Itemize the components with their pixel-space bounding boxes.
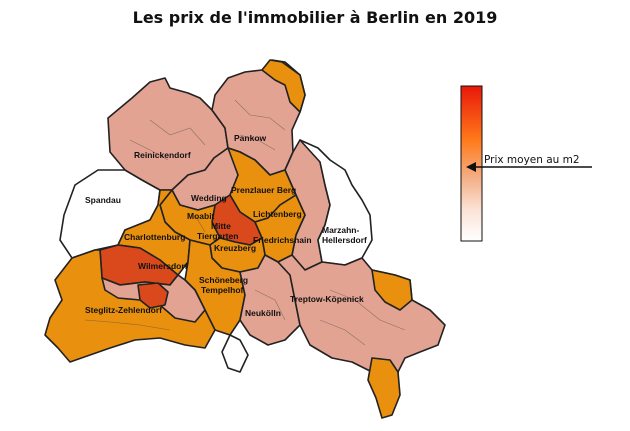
- legend-label: Prix moyen au m2: [484, 154, 580, 166]
- label-spandau: Spandau: [85, 195, 121, 205]
- label-marzahn: Marzahn- Hellersdorf: [322, 225, 367, 245]
- label-treptow: Treptow-Köpenick: [290, 294, 364, 304]
- label-wedding: Wedding: [191, 193, 227, 203]
- label-marzahn-line1: Marzahn-: [322, 225, 359, 235]
- label-prenzlauer: Prenzlauer Berg: [231, 185, 296, 195]
- label-kreuzberg: Kreuzberg: [214, 243, 256, 253]
- label-marzahn-line2: Hellersdorf: [322, 235, 367, 245]
- label-mitte: Mitte: [211, 221, 231, 231]
- district-treptow-south: [367, 357, 401, 419]
- label-friedrichshain: Friedrichshain: [253, 235, 312, 245]
- legend-gradient-bar: [460, 85, 483, 242]
- label-schoeneberg-line2: Tempelhof: [201, 285, 244, 295]
- district-treptow-north: [371, 269, 413, 311]
- district-treptow: [277, 254, 446, 396]
- label-lichtenberg: Lichtenberg: [253, 209, 302, 219]
- district-south-piece: [221, 334, 249, 373]
- label-tiergarten: Tiergarten: [197, 231, 238, 241]
- label-pankow: Pankow: [234, 133, 267, 143]
- label-reinickendorf: Reinickendorf: [134, 150, 191, 160]
- label-steglitz: Steglitz-Zehlendorf: [85, 305, 162, 315]
- label-wilmersdorf: Wilmersdorf: [138, 261, 188, 271]
- label-schoeneberg-line1: Schöneberg: [199, 275, 248, 285]
- district-steglitz-red: [137, 282, 169, 309]
- label-moabit: Moabit: [187, 211, 215, 221]
- district-pankow-north: [261, 59, 306, 113]
- label-charlottenburg: Charlottenburg: [124, 232, 185, 242]
- legend-arrow-head: [466, 162, 476, 172]
- label-neukoelln: Neukölln: [245, 308, 281, 318]
- label-schoeneberg: Schöneberg Tempelhof: [199, 275, 251, 295]
- map-title: Les prix de l'immobilier à Berlin en 201…: [132, 8, 498, 27]
